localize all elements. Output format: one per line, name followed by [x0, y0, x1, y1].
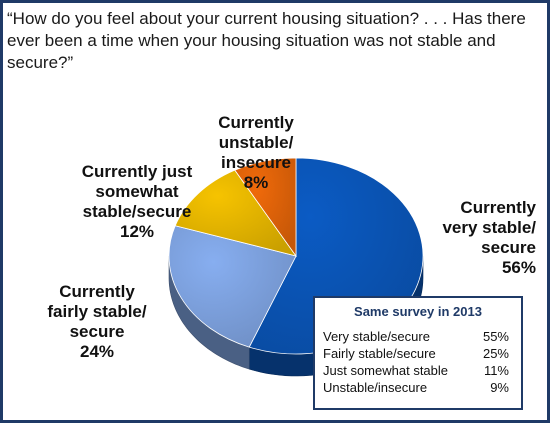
slice-label-unstable: Currently unstable/ insecure 8%: [196, 93, 316, 213]
survey-2013-row: Fairly stable/secure 25%: [323, 345, 509, 362]
slice-label-somewhat-stable: Currently just somewhat stable/secure 12…: [62, 142, 212, 262]
survey-2013-row-value: 25%: [482, 346, 509, 361]
survey-2013-row: Very stable/secure 55%: [323, 328, 509, 345]
slice-label-fairly-stable-text: Currently fairly stable/ secure: [47, 282, 147, 341]
survey-2013-row-label: Fairly stable/secure: [323, 346, 436, 361]
survey-2013-row-value: 9%: [490, 380, 509, 395]
slice-label-somewhat-stable-text: Currently just somewhat stable/secure: [81, 162, 193, 221]
survey-2013-row-value: 55%: [482, 329, 509, 344]
slice-value-very-stable: 56%: [501, 258, 536, 277]
slice-label-very-stable-text: Currently very stable/ secure: [442, 198, 536, 257]
slice-label-very-stable: Currently very stable/ secure 56%: [404, 178, 536, 298]
survey-2013-title: Same survey in 2013: [354, 304, 482, 319]
survey-2013-row: Unstable/insecure 9%: [323, 379, 509, 396]
survey-2013-row: Just somewhat stable 11%: [323, 362, 509, 379]
survey-question: “How do you feel about your current hous…: [7, 9, 526, 72]
survey-2013-list: Very stable/secure 55% Fairly stable/sec…: [315, 328, 521, 396]
pie-slice-3: [234, 157, 297, 258]
pie-slice-1: [168, 225, 297, 348]
slice-label-unstable-text: Currently unstable/ insecure: [218, 113, 294, 172]
slice-label-fairly-stable: Currently fairly stable/ secure 24%: [26, 262, 168, 382]
survey-2013-row-label: Just somewhat stable: [323, 363, 449, 378]
slice-value-somewhat-stable: 12%: [119, 222, 155, 241]
slice-value-fairly-stable: 24%: [79, 342, 115, 361]
survey-2013-box: Same survey in 2013 Very stable/secure 5…: [313, 296, 523, 410]
survey-2013-row-value: 11%: [483, 363, 509, 378]
pie-slice-2: [174, 169, 297, 257]
slice-value-unstable: 8%: [243, 173, 269, 192]
survey-2013-row-label: Unstable/insecure: [323, 380, 428, 395]
survey-2013-row-label: Very stable/secure: [323, 329, 430, 344]
